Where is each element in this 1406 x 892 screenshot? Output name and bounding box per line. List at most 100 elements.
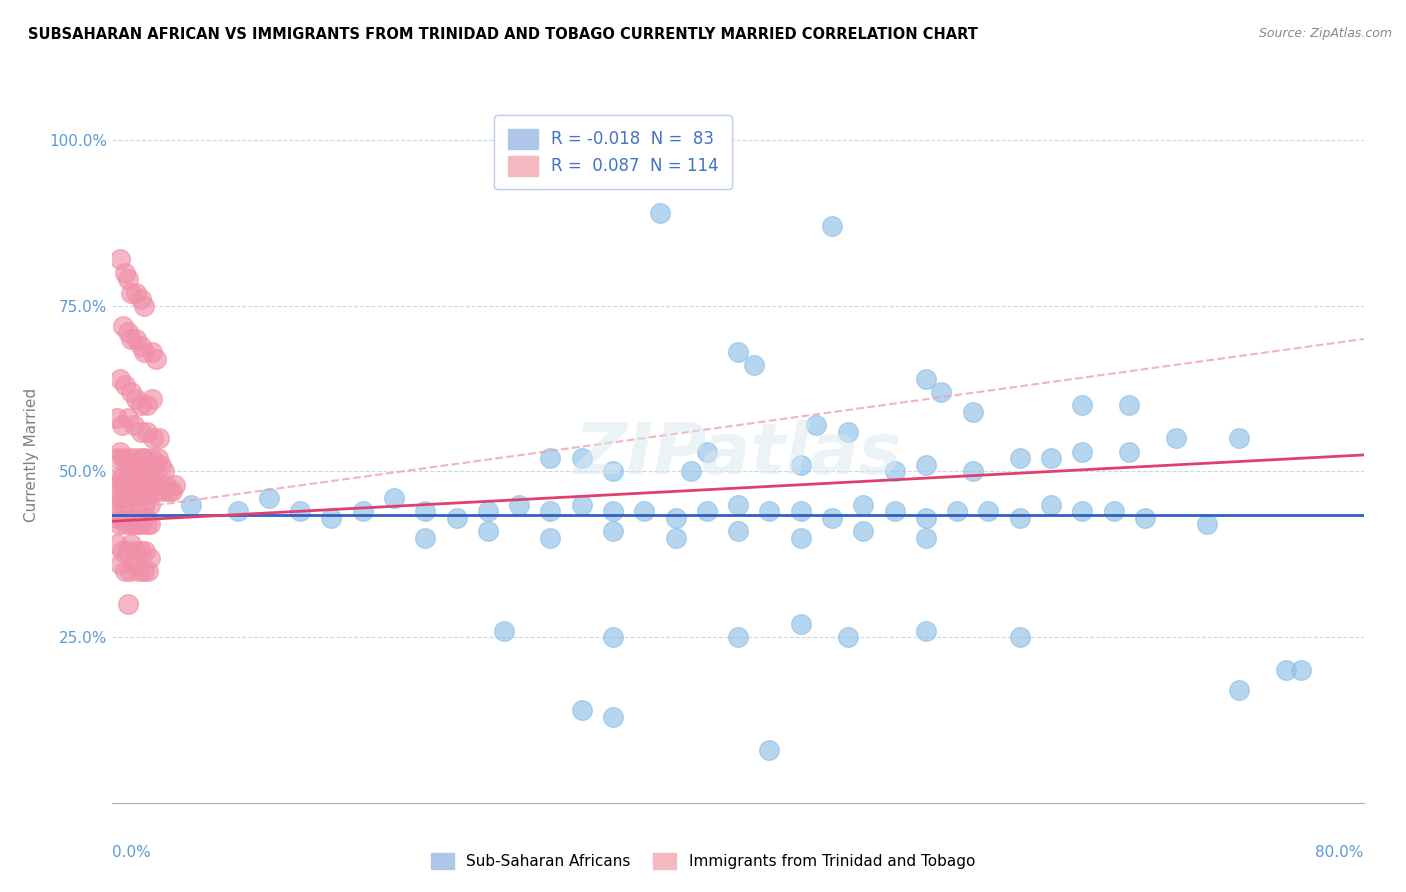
Point bbox=[120, 477, 142, 491]
Point bbox=[129, 517, 152, 532]
Point bbox=[107, 517, 129, 532]
Point bbox=[128, 564, 150, 578]
Point bbox=[696, 504, 718, 518]
Point bbox=[132, 511, 155, 525]
Point bbox=[117, 326, 139, 340]
Text: 0.0%: 0.0% bbox=[112, 845, 152, 860]
Point bbox=[112, 451, 135, 466]
Point bbox=[1102, 504, 1125, 518]
Point bbox=[129, 425, 152, 439]
Point bbox=[104, 511, 127, 525]
Point bbox=[117, 411, 139, 425]
Point bbox=[1166, 431, 1188, 445]
Point bbox=[1133, 511, 1156, 525]
Point bbox=[118, 451, 141, 466]
Point bbox=[124, 418, 146, 433]
Point bbox=[790, 531, 813, 545]
Point bbox=[134, 451, 156, 466]
Point bbox=[110, 558, 132, 572]
Point bbox=[125, 332, 148, 346]
Point bbox=[1227, 431, 1250, 445]
Point bbox=[104, 491, 127, 505]
Point bbox=[290, 504, 312, 518]
Point bbox=[135, 491, 157, 505]
Point bbox=[120, 517, 142, 532]
Point bbox=[132, 564, 155, 578]
Point bbox=[141, 392, 163, 406]
Point bbox=[135, 471, 157, 485]
Point bbox=[129, 338, 152, 352]
Point bbox=[117, 471, 139, 485]
Point bbox=[446, 511, 468, 525]
Point bbox=[602, 465, 624, 479]
Point bbox=[602, 504, 624, 518]
Point bbox=[120, 498, 142, 512]
Point bbox=[110, 252, 132, 267]
Point bbox=[124, 471, 146, 485]
Point bbox=[105, 451, 128, 466]
Point bbox=[125, 544, 148, 558]
Point bbox=[180, 498, 202, 512]
Point bbox=[111, 418, 134, 433]
Point bbox=[1197, 517, 1219, 532]
Point bbox=[125, 451, 148, 466]
Legend: Sub-Saharan Africans, Immigrants from Trinidad and Tobago: Sub-Saharan Africans, Immigrants from Tr… bbox=[425, 847, 981, 875]
Point bbox=[129, 491, 152, 505]
Point bbox=[114, 266, 136, 280]
Point bbox=[415, 531, 437, 545]
Point bbox=[155, 477, 177, 491]
Point bbox=[146, 451, 169, 466]
Point bbox=[852, 498, 875, 512]
Point bbox=[124, 517, 146, 532]
Point bbox=[127, 498, 149, 512]
Point bbox=[806, 418, 828, 433]
Point bbox=[727, 498, 749, 512]
Point bbox=[148, 477, 170, 491]
Point bbox=[883, 504, 905, 518]
Point bbox=[492, 624, 515, 638]
Point bbox=[139, 550, 162, 565]
Point bbox=[131, 451, 153, 466]
Point bbox=[1274, 663, 1296, 677]
Point bbox=[129, 544, 152, 558]
Point bbox=[915, 511, 938, 525]
Point bbox=[142, 477, 165, 491]
Point bbox=[138, 458, 160, 472]
Point bbox=[115, 544, 138, 558]
Point bbox=[1039, 451, 1063, 466]
Point bbox=[540, 504, 562, 518]
Point bbox=[790, 458, 813, 472]
Point bbox=[120, 332, 142, 346]
Point bbox=[257, 491, 280, 505]
Point bbox=[946, 504, 969, 518]
Point bbox=[117, 491, 139, 505]
Point bbox=[1008, 511, 1031, 525]
Point bbox=[915, 531, 938, 545]
Point bbox=[696, 444, 718, 458]
Point bbox=[727, 345, 749, 359]
Point bbox=[111, 544, 134, 558]
Point bbox=[135, 517, 157, 532]
Point bbox=[821, 219, 844, 234]
Point bbox=[105, 411, 128, 425]
Y-axis label: Currently Married: Currently Married bbox=[24, 388, 38, 522]
Point bbox=[931, 384, 953, 399]
Point bbox=[110, 444, 132, 458]
Point bbox=[1071, 398, 1094, 412]
Point bbox=[112, 318, 135, 333]
Point bbox=[134, 544, 156, 558]
Point bbox=[226, 504, 249, 518]
Point bbox=[132, 504, 155, 518]
Point bbox=[837, 425, 859, 439]
Point bbox=[1118, 444, 1140, 458]
Point bbox=[664, 511, 686, 525]
Point bbox=[1118, 398, 1140, 412]
Point bbox=[139, 517, 162, 532]
Point bbox=[790, 616, 813, 631]
Point bbox=[139, 498, 162, 512]
Point bbox=[145, 484, 167, 499]
Point bbox=[571, 703, 593, 717]
Point bbox=[571, 498, 593, 512]
Text: Source: ZipAtlas.com: Source: ZipAtlas.com bbox=[1258, 27, 1392, 40]
Point bbox=[111, 471, 134, 485]
